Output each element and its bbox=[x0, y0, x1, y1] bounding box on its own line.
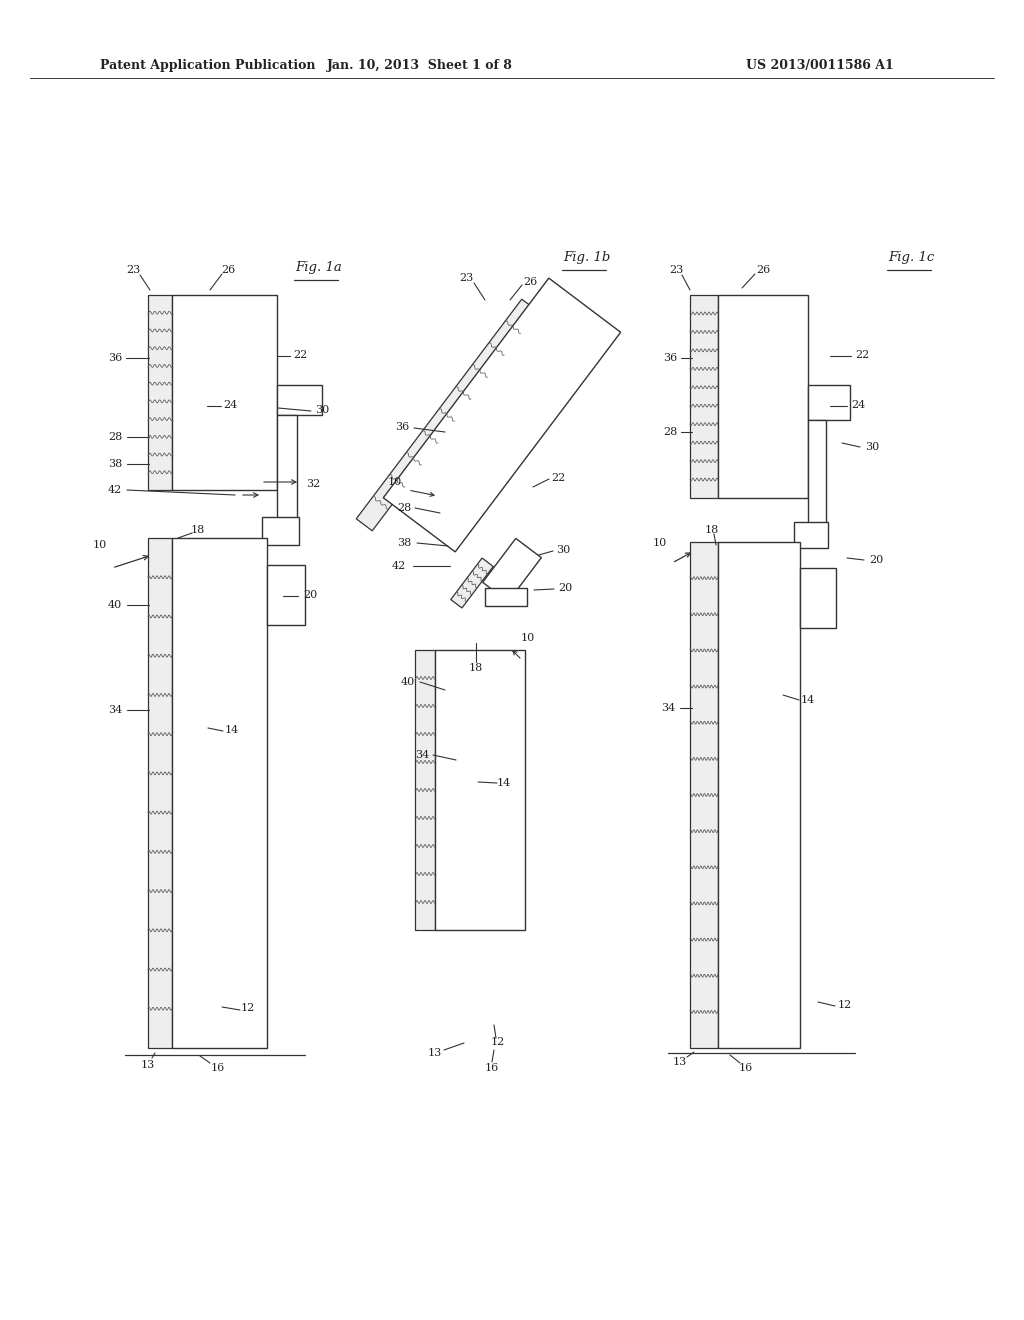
Bar bbox=[148, 294, 172, 490]
Bar bbox=[172, 539, 267, 1048]
Bar bbox=[808, 420, 826, 525]
Text: 40: 40 bbox=[108, 601, 122, 610]
Text: 26: 26 bbox=[523, 277, 538, 286]
Bar bbox=[172, 294, 278, 490]
Text: Fig. 1b: Fig. 1b bbox=[563, 252, 610, 264]
Text: 30: 30 bbox=[314, 405, 329, 414]
Bar bbox=[800, 568, 836, 628]
Text: 26: 26 bbox=[756, 265, 770, 275]
Text: 20: 20 bbox=[558, 583, 572, 593]
Text: 28: 28 bbox=[108, 432, 122, 442]
Text: 38: 38 bbox=[397, 539, 411, 548]
Text: 24: 24 bbox=[223, 400, 238, 411]
Text: 22: 22 bbox=[855, 350, 869, 360]
Text: 40: 40 bbox=[400, 677, 415, 686]
Polygon shape bbox=[482, 539, 542, 602]
Bar bbox=[278, 385, 322, 414]
Bar bbox=[690, 543, 718, 1048]
Text: 10: 10 bbox=[521, 634, 536, 643]
Polygon shape bbox=[383, 279, 621, 552]
Text: 20: 20 bbox=[303, 590, 317, 601]
Text: 28: 28 bbox=[397, 503, 411, 513]
Text: 16: 16 bbox=[739, 1063, 753, 1073]
Text: 12: 12 bbox=[241, 1003, 255, 1012]
Text: 34: 34 bbox=[108, 705, 122, 715]
Text: Patent Application Publication: Patent Application Publication bbox=[100, 59, 315, 73]
Polygon shape bbox=[356, 300, 538, 531]
Text: 10: 10 bbox=[93, 540, 108, 550]
Bar bbox=[278, 414, 297, 520]
Text: 14: 14 bbox=[497, 777, 511, 788]
Text: 28: 28 bbox=[663, 426, 677, 437]
Text: 42: 42 bbox=[108, 484, 122, 495]
Text: 16: 16 bbox=[485, 1063, 499, 1073]
Text: Jan. 10, 2013  Sheet 1 of 8: Jan. 10, 2013 Sheet 1 of 8 bbox=[327, 59, 513, 73]
Text: 36: 36 bbox=[395, 422, 410, 432]
Bar bbox=[794, 521, 828, 548]
Text: 30: 30 bbox=[865, 442, 880, 451]
Text: 38: 38 bbox=[108, 459, 122, 469]
Text: 14: 14 bbox=[801, 696, 815, 705]
Text: 18: 18 bbox=[190, 525, 205, 535]
Text: 23: 23 bbox=[459, 273, 473, 282]
Text: 13: 13 bbox=[428, 1048, 442, 1059]
Text: US 2013/0011586 A1: US 2013/0011586 A1 bbox=[746, 59, 894, 73]
Text: 36: 36 bbox=[108, 352, 122, 363]
Bar bbox=[690, 294, 718, 498]
Bar bbox=[435, 649, 525, 931]
Text: 32: 32 bbox=[306, 479, 321, 488]
Text: Fig. 1c: Fig. 1c bbox=[888, 252, 934, 264]
Text: 13: 13 bbox=[141, 1060, 155, 1071]
Text: 34: 34 bbox=[660, 704, 675, 713]
Text: 23: 23 bbox=[126, 265, 140, 275]
Bar bbox=[485, 587, 527, 606]
Text: 24: 24 bbox=[851, 400, 865, 411]
Text: 12: 12 bbox=[838, 1001, 852, 1010]
Text: 34: 34 bbox=[415, 750, 429, 760]
Text: 14: 14 bbox=[225, 725, 240, 735]
Text: 12: 12 bbox=[490, 1038, 505, 1047]
Polygon shape bbox=[451, 558, 494, 609]
Text: 18: 18 bbox=[469, 663, 483, 673]
Bar bbox=[808, 385, 850, 420]
Text: 20: 20 bbox=[869, 554, 883, 565]
Text: 42: 42 bbox=[392, 561, 407, 572]
Text: 10: 10 bbox=[653, 539, 667, 548]
Text: Fig. 1a: Fig. 1a bbox=[295, 261, 342, 275]
Text: 30: 30 bbox=[556, 545, 570, 554]
Bar bbox=[415, 649, 435, 931]
Text: 22: 22 bbox=[293, 350, 307, 360]
Bar bbox=[262, 517, 299, 545]
Bar bbox=[267, 565, 305, 624]
Bar bbox=[718, 543, 800, 1048]
Text: 10: 10 bbox=[388, 477, 402, 487]
Text: 23: 23 bbox=[669, 265, 683, 275]
Text: 26: 26 bbox=[221, 265, 236, 275]
Text: 36: 36 bbox=[663, 352, 677, 363]
Bar bbox=[148, 539, 172, 1048]
Text: 18: 18 bbox=[705, 525, 719, 535]
Text: 13: 13 bbox=[673, 1057, 687, 1067]
Text: 22: 22 bbox=[551, 473, 565, 483]
Text: 16: 16 bbox=[211, 1063, 225, 1073]
Bar bbox=[718, 294, 808, 498]
